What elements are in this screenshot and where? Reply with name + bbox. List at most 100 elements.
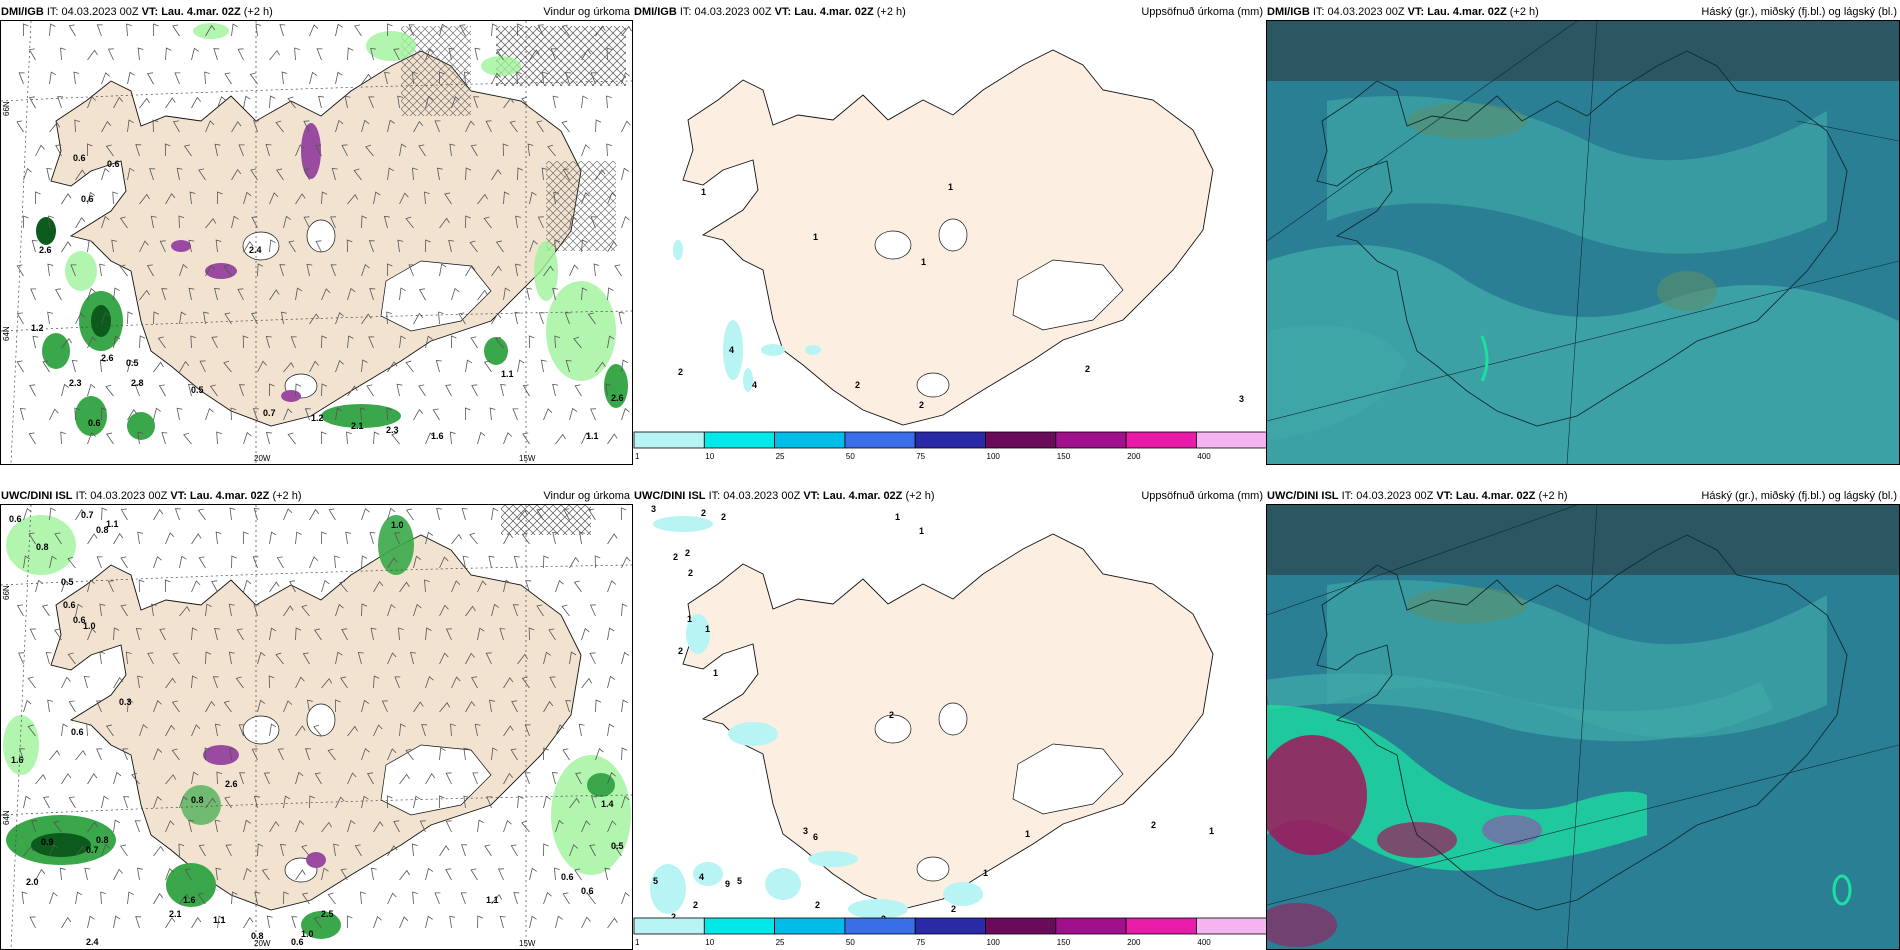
wind-barb bbox=[101, 120, 112, 133]
wind-barb bbox=[138, 579, 145, 593]
wind-barb bbox=[87, 287, 96, 301]
wind-barb bbox=[257, 360, 267, 373]
wind-barb bbox=[252, 556, 259, 569]
wind-barb bbox=[158, 384, 166, 397]
wind-barb bbox=[485, 652, 492, 665]
wind-barb bbox=[304, 748, 311, 761]
wind-barb bbox=[203, 311, 209, 325]
wind-barb bbox=[111, 239, 118, 253]
wind-barb bbox=[205, 264, 215, 277]
wind-barb bbox=[101, 795, 109, 809]
wind-barb bbox=[211, 336, 218, 349]
wind-barb bbox=[105, 724, 114, 737]
wind-barb bbox=[159, 240, 166, 253]
wind-barb bbox=[315, 144, 322, 157]
wind-barb bbox=[387, 119, 395, 133]
wind-barb bbox=[75, 509, 86, 521]
wind-barb bbox=[43, 796, 50, 809]
wind-labels: 0.6 0.70.81.10.81.00.50.60.61.00.31.60.60… bbox=[9, 510, 624, 947]
wind-barb bbox=[309, 24, 319, 37]
wind-barb bbox=[335, 71, 343, 85]
wind-barb bbox=[387, 557, 398, 569]
wind-barb bbox=[370, 47, 377, 61]
wind-barb bbox=[489, 699, 495, 713]
wind-barb bbox=[581, 239, 588, 253]
wind-barb bbox=[413, 408, 424, 421]
wind-barb bbox=[335, 23, 343, 37]
wind-barb bbox=[249, 72, 258, 85]
wind-barb bbox=[413, 795, 421, 809]
wind-barb bbox=[399, 916, 409, 929]
value-label: 3 bbox=[651, 504, 656, 514]
wind-barb bbox=[164, 143, 171, 157]
wind-barb bbox=[483, 216, 492, 229]
wind-barb bbox=[607, 335, 615, 349]
wind-barb bbox=[54, 532, 62, 545]
value-label: 1 bbox=[713, 668, 718, 678]
wind-barb bbox=[112, 191, 119, 205]
wind-barb bbox=[306, 699, 313, 713]
wind-barb bbox=[205, 603, 212, 617]
wind-barb bbox=[621, 556, 631, 569]
wind-barb bbox=[179, 893, 190, 905]
wind-barb bbox=[399, 287, 406, 301]
value-label: 2 bbox=[693, 900, 698, 910]
wind-barb bbox=[477, 289, 488, 301]
wind-barb bbox=[153, 892, 164, 905]
wind-barb bbox=[283, 605, 294, 617]
wind-barb bbox=[224, 312, 232, 325]
wind-barb bbox=[188, 287, 195, 301]
wind-barb bbox=[553, 867, 560, 881]
wind-barb bbox=[313, 916, 322, 929]
wind-barb bbox=[368, 336, 375, 349]
value-label: 1.1 bbox=[586, 431, 599, 441]
wind-map: 0.6 0.6 0.6 2.6 2.4 1.2 0.5 2.3 2.6 2.8 0.7 1.2 2.1 2… bbox=[1, 21, 632, 464]
wind-barb bbox=[373, 191, 381, 205]
wind-barb bbox=[153, 555, 162, 569]
wind-barb bbox=[309, 313, 320, 325]
wind-barb bbox=[113, 676, 124, 689]
wind-barb bbox=[408, 264, 415, 277]
wind-barb bbox=[61, 723, 68, 737]
wind-barb bbox=[541, 167, 548, 181]
wind-barb bbox=[291, 916, 298, 929]
wind-barb bbox=[321, 867, 329, 881]
wind-barb bbox=[344, 95, 351, 109]
wind-barb bbox=[361, 119, 370, 133]
wind-barb bbox=[49, 749, 61, 761]
wind-barb bbox=[555, 724, 565, 737]
value-label: 0.6 bbox=[73, 615, 86, 625]
wind-barb bbox=[393, 820, 400, 833]
wind-barb bbox=[340, 676, 348, 689]
wind-barb bbox=[321, 431, 327, 445]
wind-barb bbox=[528, 627, 535, 641]
wind-barb bbox=[165, 97, 176, 109]
wind-barb bbox=[581, 432, 591, 445]
wind-barb bbox=[537, 216, 544, 229]
wind-barb bbox=[353, 168, 362, 181]
wind-barb bbox=[127, 359, 135, 373]
value-label: 2.5 bbox=[321, 909, 334, 919]
wind-barb bbox=[276, 556, 284, 569]
wind-barb bbox=[561, 604, 570, 617]
wind-barb bbox=[99, 603, 106, 617]
wind-barb bbox=[105, 144, 114, 157]
wind-barb bbox=[424, 191, 430, 205]
wind-barb bbox=[265, 144, 272, 157]
wind-barb bbox=[96, 700, 103, 713]
wind-barb bbox=[59, 867, 66, 881]
wind-barb bbox=[23, 507, 32, 521]
wind-barb bbox=[147, 72, 154, 85]
wind-barb bbox=[87, 628, 97, 641]
wind-barb bbox=[543, 795, 551, 809]
panel-accum-precip-top: DMI/IGB IT: 04.03.2023 00Z VT: Lau. 4.ma… bbox=[633, 0, 1266, 465]
wind-barb bbox=[134, 820, 141, 833]
wind-barb bbox=[295, 725, 306, 737]
wind-barb bbox=[346, 239, 353, 253]
panel-title: UWC/DINI ISL IT: 04.03.2023 00Z VT: Lau.… bbox=[1, 490, 302, 502]
wind-barb bbox=[321, 821, 332, 833]
wind-barb bbox=[536, 604, 544, 617]
colorbar-swatch bbox=[1196, 431, 1266, 449]
wind-barb bbox=[251, 748, 258, 761]
wind-barb bbox=[472, 772, 479, 785]
